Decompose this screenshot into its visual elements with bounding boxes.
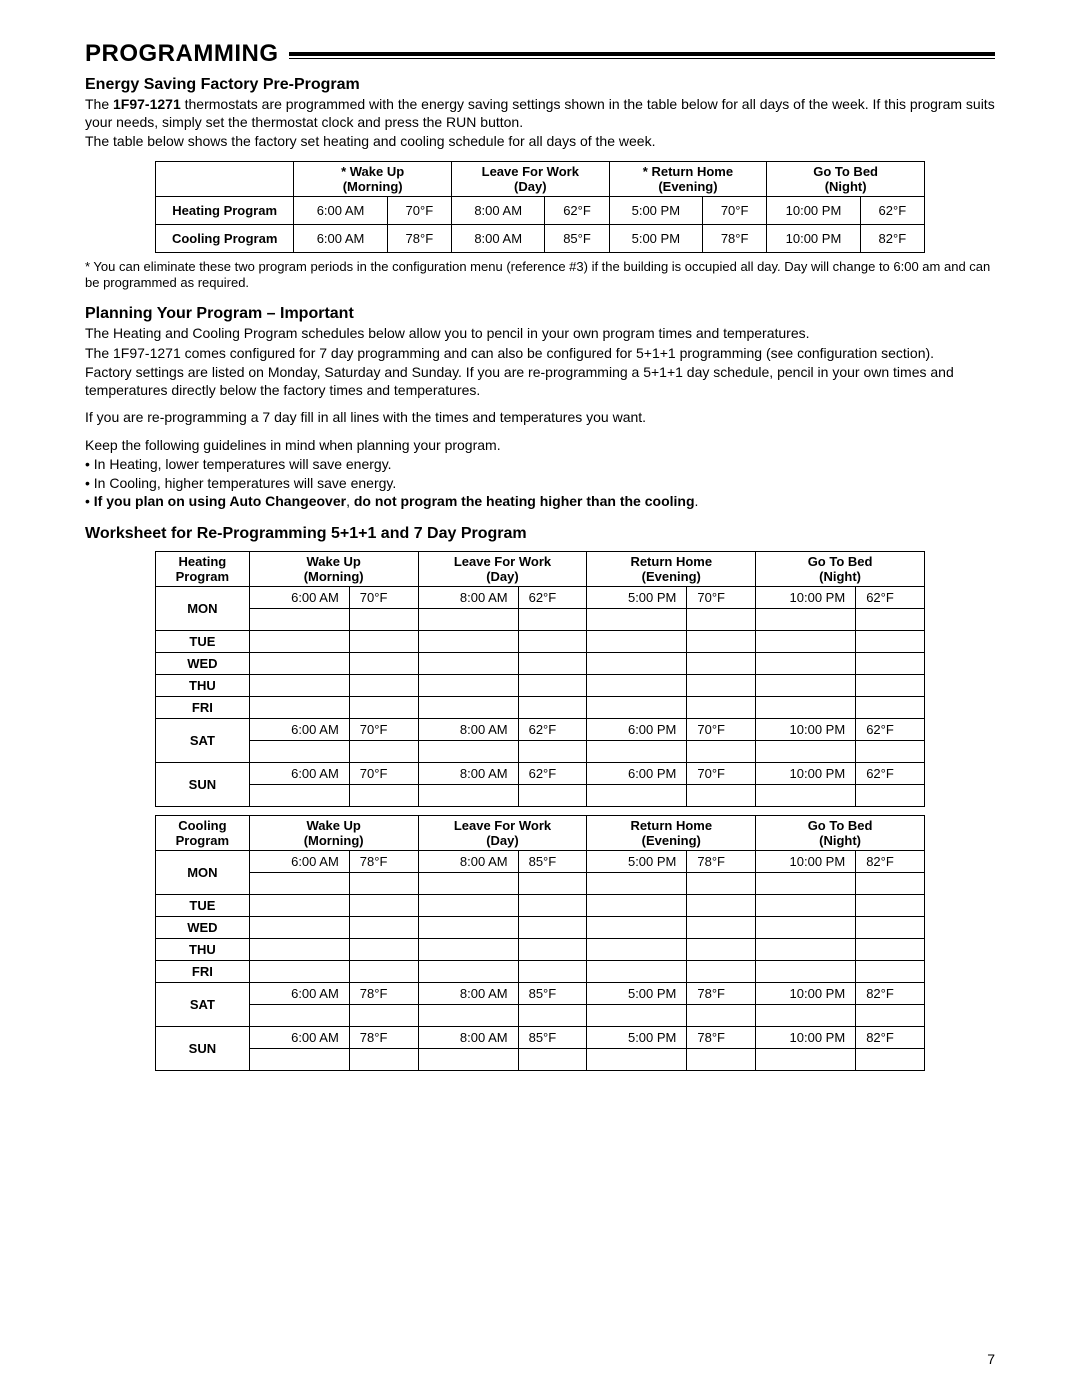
factory-table-wrap: * Wake Up(Morning) Leave For Work(Day) *… bbox=[155, 161, 925, 253]
factory-blank-hdr bbox=[156, 161, 294, 196]
ws-heat-hdr-label: HeatingProgram bbox=[156, 551, 250, 586]
plan-p5: Keep the following guidelines in mind wh… bbox=[85, 437, 995, 455]
bullet-3: • If you plan on using Auto Changeover, … bbox=[85, 493, 995, 511]
subhead-planning: Planning Your Program – Important bbox=[85, 305, 995, 323]
factory-table: * Wake Up(Morning) Leave For Work(Day) *… bbox=[155, 161, 925, 253]
subhead-worksheet: Worksheet for Re-Programming 5+1+1 and 7… bbox=[85, 525, 995, 543]
ws-heat-sun-a: SUN 6:00 AM70°F 8:00 AM62°F 6:00 PM70°F … bbox=[156, 762, 925, 784]
ws-heat-fri: FRI bbox=[156, 696, 925, 718]
intro-text-a: The bbox=[85, 96, 113, 112]
ws-heat-sun-b bbox=[156, 784, 925, 806]
ws-cool-mon-a: MON 6:00 AM78°F 8:00 AM85°F 5:00 PM78°F … bbox=[156, 850, 925, 872]
ws-heat-sat-b bbox=[156, 740, 925, 762]
ws-cool-fri: FRI bbox=[156, 960, 925, 982]
page-number: 7 bbox=[987, 1351, 995, 1367]
ws-heat-mon-b bbox=[156, 608, 925, 630]
ws-cool-hdr-label: CoolingProgram bbox=[156, 815, 250, 850]
footnote: * You can eliminate these two program pe… bbox=[85, 259, 995, 292]
cooling-label: Cooling Program bbox=[156, 224, 294, 252]
plan-p1: The Heating and Cooling Program schedule… bbox=[85, 325, 995, 343]
model-number: 1F97-1271 bbox=[113, 96, 181, 112]
plan-p3: Factory settings are listed on Monday, S… bbox=[85, 364, 995, 399]
worksheet-heating: HeatingProgram Wake Up(Morning) Leave Fo… bbox=[155, 551, 925, 807]
factory-heating-row: Heating Program 6:00 AM70°F 8:00 AM62°F … bbox=[156, 196, 925, 224]
plan-p2: The 1F97-1271 comes configured for 7 day… bbox=[85, 345, 995, 363]
ws-cool-mon-b bbox=[156, 872, 925, 894]
intro-text-b: thermostats are programmed with the ener… bbox=[85, 96, 995, 130]
section-rule bbox=[289, 52, 996, 56]
hdr-wake: * Wake Up(Morning) bbox=[294, 161, 452, 196]
ws-cool-sun-a: SUN 6:00 AM78°F 8:00 AM85°F 5:00 PM78°F … bbox=[156, 1026, 925, 1048]
hdr-return: * Return Home(Evening) bbox=[609, 161, 767, 196]
subhead-preprogram: Energy Saving Factory Pre-Program bbox=[85, 76, 995, 94]
heating-label: Heating Program bbox=[156, 196, 294, 224]
ws-heat-hdr: HeatingProgram Wake Up(Morning) Leave Fo… bbox=[156, 551, 925, 586]
ws-cool-thu: THU bbox=[156, 938, 925, 960]
plan-p4: If you are re-programming a 7 day fill i… bbox=[85, 409, 995, 427]
ws-heat-wed: WED bbox=[156, 652, 925, 674]
worksheet-cooling-wrap: CoolingProgram Wake Up(Morning) Leave Fo… bbox=[155, 815, 925, 1071]
ws-cool-tue: TUE bbox=[156, 894, 925, 916]
ws-cool-sat-b bbox=[156, 1004, 925, 1026]
intro-para-2: The table below shows the factory set he… bbox=[85, 133, 995, 151]
ws-heat-mon-a: MON 6:00 AM70°F 8:00 AM62°F 5:00 PM70°F … bbox=[156, 586, 925, 608]
ws-heat-tue: TUE bbox=[156, 630, 925, 652]
worksheet-cooling: CoolingProgram Wake Up(Morning) Leave Fo… bbox=[155, 815, 925, 1071]
bullets: • In Heating, lower temperatures will sa… bbox=[85, 456, 995, 511]
section-header: PROGRAMMING bbox=[85, 40, 995, 68]
intro-para-1: The 1F97-1271 thermostats are programmed… bbox=[85, 96, 995, 131]
ws-cool-wed: WED bbox=[156, 916, 925, 938]
ws-heat-thu: THU bbox=[156, 674, 925, 696]
ws-cool-hdr: CoolingProgram Wake Up(Morning) Leave Fo… bbox=[156, 815, 925, 850]
worksheet-heating-wrap: HeatingProgram Wake Up(Morning) Leave Fo… bbox=[155, 551, 925, 807]
bullet-1: • In Heating, lower temperatures will sa… bbox=[85, 456, 995, 474]
bullet-2: • In Cooling, higher temperatures will s… bbox=[85, 475, 995, 493]
page: PROGRAMMING Energy Saving Factory Pre-Pr… bbox=[0, 0, 1080, 1397]
hdr-leave: Leave For Work(Day) bbox=[451, 161, 609, 196]
hdr-bed: Go To Bed(Night) bbox=[767, 161, 925, 196]
ws-heat-sat-a: SAT 6:00 AM70°F 8:00 AM62°F 6:00 PM70°F … bbox=[156, 718, 925, 740]
factory-cooling-row: Cooling Program 6:00 AM78°F 8:00 AM85°F … bbox=[156, 224, 925, 252]
ws-cool-sun-b bbox=[156, 1048, 925, 1070]
ws-cool-sat-a: SAT 6:00 AM78°F 8:00 AM85°F 5:00 PM78°F … bbox=[156, 982, 925, 1004]
factory-header-row: * Wake Up(Morning) Leave For Work(Day) *… bbox=[156, 161, 925, 196]
section-title: PROGRAMMING bbox=[85, 40, 289, 68]
